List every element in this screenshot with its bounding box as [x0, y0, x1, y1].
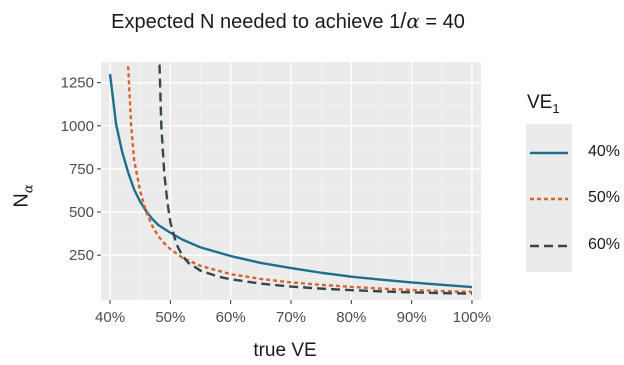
y-axis-label-sub: α	[21, 184, 37, 194]
chart-title-suffix: = 40	[425, 11, 465, 33]
chart-title-alpha: α	[406, 9, 420, 33]
x-tick-label: 80%	[336, 309, 366, 326]
y-axis-label-main: N	[10, 193, 33, 208]
series-line-2	[158, 64, 472, 295]
x-tick-label: 100%	[453, 309, 491, 326]
series-layer	[108, 64, 473, 295]
y-tick-label: 1250	[61, 75, 94, 92]
y-tick-label: 750	[69, 161, 94, 178]
y-tick-label: 500	[69, 204, 94, 221]
series-line-0	[108, 73, 473, 289]
legend-keys	[530, 151, 568, 248]
axis-ticks	[97, 82, 473, 304]
x-tick-label: 50%	[155, 309, 185, 326]
y-tick-label: 1000	[61, 118, 94, 135]
x-tick-label: 90%	[397, 309, 427, 326]
legend-label-40: 40%	[588, 143, 621, 160]
chart-title-slash: /	[400, 8, 407, 33]
x-tick-label: 70%	[276, 309, 306, 326]
tick-labels: 40% 50% 60% 70% 80% 90% 100% 250 500 750 1000 1250	[61, 75, 492, 326]
chart-title-prefix: Expected N needed to achieve 1	[111, 11, 401, 33]
y-tick-label: 250	[69, 247, 94, 264]
legend-label-60: 60%	[588, 236, 621, 253]
legend-label-50: 50%	[588, 189, 621, 206]
legend-title-main: VE	[527, 92, 553, 113]
x-tick-label: 40%	[95, 309, 125, 326]
legend-title: VE1	[527, 92, 560, 116]
x-axis-label: true VE	[253, 340, 317, 361]
legend-title-sub: 1	[552, 100, 560, 116]
chart-title: Expected N needed to achieve 1/α = 40	[88, 8, 488, 34]
series-line-1	[126, 66, 472, 294]
y-axis-label: Nα	[11, 184, 37, 207]
x-tick-label: 60%	[216, 309, 246, 326]
